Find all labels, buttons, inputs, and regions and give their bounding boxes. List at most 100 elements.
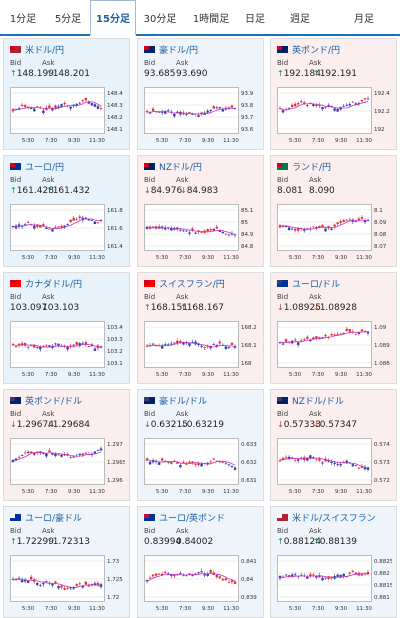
candle-body: [81, 100, 84, 102]
candlestick-chart[interactable]: 1.73 1.725 1.72 5:30 7:30 9:30 11:30: [10, 555, 125, 615]
rate-card[interactable]: NZドル/円 Bid Ask ↓84.976 ↓84.983 85.1 85 84.9 84.8…: [137, 155, 264, 267]
bid-price-value: 192.184: [283, 69, 321, 79]
rate-card[interactable]: 豪ドル/円 Bid Ask 93.685 93.690 93.9 93.8 93.7 93.6 5…: [137, 38, 264, 150]
candlestick-chart[interactable]: 161.8 161.6 161.4 5:30 7:30 9:30 11:30: [10, 204, 125, 264]
pair-name[interactable]: ランド/円: [292, 162, 332, 173]
candlestick-chart[interactable]: 0.633 0.632 0.631 5:30 7:30 9:30 11:30: [144, 438, 259, 498]
x-tick-label: 7:30: [312, 372, 325, 378]
pair-name[interactable]: 米ドル/円: [25, 45, 65, 56]
candle-body: [78, 102, 81, 104]
candle-body: [188, 461, 191, 464]
candle-body: [203, 573, 206, 576]
y-tick-label: 8.07: [374, 244, 387, 250]
rate-card[interactable]: 米ドル/スイスフラン Bid Ask ↑0.88124 ↑0.88139 0.8825 0.…: [270, 506, 397, 618]
candlestick-chart[interactable]: 148.4 148.3 148.2 148.1 5:30 7:30 9:30 11:30: [10, 87, 125, 147]
pair-name[interactable]: NZドル/円: [159, 162, 202, 173]
y-tick-label: 1.725: [107, 577, 123, 583]
bid-price: ↑161.428: [10, 186, 54, 196]
rate-card[interactable]: ランド/円 Bid Ask 8.081 8.090 8.1 8.09 8.08 8.07 5:30…: [270, 155, 397, 267]
candlestick-chart[interactable]: 85.1 85 84.9 84.8 5:30 7:30 9:30 11:30: [144, 204, 259, 264]
pair-name[interactable]: ユーロ/英ポンド: [159, 513, 226, 524]
ask-price: ↑168.167: [180, 303, 224, 313]
x-tick-label: 9:30: [335, 138, 348, 144]
candle-body: [11, 108, 15, 112]
tab-1[interactable]: 5分足: [54, 13, 82, 25]
candle-body: [151, 108, 155, 112]
rate-card[interactable]: 英ポンド/ドル Bid Ask ↓1.29674 ↓1.29684 1.297 1.2965…: [3, 389, 130, 501]
tab-5[interactable]: 日足: [245, 13, 265, 25]
rate-card[interactable]: ユーロ/円 Bid Ask ↑161.428 ↑161.432 161.8 161.6 161…: [3, 155, 130, 267]
moving-average-line: [13, 451, 102, 461]
ask-label: Ask: [309, 293, 322, 301]
candle-body: [164, 344, 167, 346]
arrow-up-icon: ↑: [180, 303, 187, 312]
pair-name[interactable]: ユーロ/豪ドル: [25, 513, 83, 524]
rate-card[interactable]: NZドル/ドル Bid Ask ↓0.57333 ↓0.57347 0.574 0.573 0…: [270, 389, 397, 501]
tab-6[interactable]: 週足: [290, 13, 310, 25]
rate-card[interactable]: ユーロ/ドル Bid Ask ↓1.08925 ↓1.08928 1.09 1.089 1.0…: [270, 272, 397, 384]
candle-body: [284, 457, 288, 459]
candle-body: [57, 586, 60, 589]
candlestick-chart[interactable]: 8.1 8.09 8.08 8.07 5:30 7:30 9:30 11:30: [277, 204, 392, 264]
pair-name[interactable]: ユーロ/ドル: [292, 279, 341, 290]
pair-name[interactable]: 米ドル/スイスフラン: [292, 513, 376, 524]
pair-name[interactable]: ユーロ/円: [25, 162, 65, 173]
candlestick-chart[interactable]: 1.297 1.2965 1.296 5:30 7:30 9:30 11:30: [10, 438, 125, 498]
candlestick-chart[interactable]: 0.841 0.84 0.839 5:30 7:30 9:30 11:30: [144, 555, 259, 615]
rate-card[interactable]: スイスフラン/円 Bid Ask ↑168.151 ↑168.167 168.2 168.1…: [137, 272, 264, 384]
candle-body: [99, 108, 103, 110]
card-title: ユーロ/ドル: [277, 276, 391, 290]
x-tick-label: 9:30: [68, 372, 81, 378]
tab-0[interactable]: 1分足: [9, 13, 37, 25]
candlestick-chart[interactable]: 192.4 192.2 192 5:30 7:30 9:30 11:30: [277, 87, 392, 147]
pair-name[interactable]: 豪ドル/円: [159, 45, 199, 56]
candle-body: [182, 341, 185, 345]
bid-price-value: 148.199: [16, 69, 54, 79]
flag-icon: [277, 162, 288, 170]
rate-card[interactable]: ユーロ/英ポンド Bid Ask 0.83994 0.84002 0.841 0.84 0.8…: [137, 506, 264, 618]
ask-label: Ask: [309, 527, 322, 535]
moving-average-line: [146, 341, 236, 348]
tab-7[interactable]: 月足: [354, 13, 374, 25]
candlestick-chart[interactable]: 168.2 168.1 168 5:30 7:30 9:30 11:30: [144, 321, 259, 381]
candle-body: [54, 454, 57, 456]
pair-name[interactable]: 英ポンド/ドル: [25, 396, 83, 407]
x-tick-label: 5:30: [22, 372, 35, 378]
card-title: 豪ドル/ドル: [144, 393, 258, 407]
pair-name[interactable]: スイスフラン/円: [159, 279, 225, 290]
candle-body: [63, 102, 66, 105]
ask-price-value: 0.84002: [176, 537, 214, 547]
candle-body: [69, 457, 72, 459]
rate-card[interactable]: 豪ドル/ドル Bid Ask ↓0.63215 ↓0.63219 0.633 0.632 0.…: [137, 389, 264, 501]
candle-body: [39, 225, 42, 228]
tab-4[interactable]: 1時間足: [192, 13, 230, 25]
card-title: 英ポンド/円: [277, 42, 391, 56]
candle-body: [278, 225, 282, 228]
candle-body: [57, 106, 60, 108]
candle-body: [93, 104, 97, 107]
candle-body: [227, 581, 231, 583]
candlestick-chart[interactable]: 93.9 93.8 93.7 93.6 5:30 7:30 9:30 11:30: [144, 87, 259, 147]
candlestick-chart[interactable]: 1.09 1.089 1.088 5:30 7:30 9:30 11:30: [277, 321, 392, 381]
rate-card[interactable]: 英ポンド/円 Bid Ask ↑192.184 ↑192.191 192.4 192.2 19…: [270, 38, 397, 150]
pair-name[interactable]: NZドル/ドル: [292, 396, 344, 407]
bid-price-value: 8.081: [277, 186, 303, 196]
rate-card[interactable]: カナダドル/円 Bid Ask 103.097 103.103 103.4 103.3 103…: [3, 272, 130, 384]
candlestick-chart[interactable]: 0.574 0.573 0.572 5:30 7:30 9:30 11:30: [277, 438, 392, 498]
candlestick-chart[interactable]: 0.8825 0.882 0.8815 0.881 5:30 7:30 9:30 11:30: [277, 555, 392, 615]
pair-name[interactable]: 英ポンド/円: [292, 45, 341, 56]
ask-label: Ask: [176, 410, 189, 418]
candle-body: [306, 576, 309, 579]
rate-card[interactable]: 米ドル/円 Bid Ask ↑148.199 ↑148.201 148.4 148.3 148…: [3, 38, 130, 150]
candlestick-chart[interactable]: 103.4 103.3 103.2 103.1 5:30 7:30 9:30 11:30: [10, 321, 125, 381]
bid-label: Bid: [144, 527, 156, 535]
pair-name[interactable]: 豪ドル/ドル: [159, 396, 208, 407]
rate-card[interactable]: ユーロ/豪ドル Bid Ask ↑1.72299 ↑1.72313 1.73 1.725 1.…: [3, 506, 130, 618]
tab-2[interactable]: 15分足: [90, 0, 136, 36]
bid-ask-labels: Bid Ask: [277, 410, 391, 419]
pair-name[interactable]: カナダドル/円: [25, 279, 83, 290]
y-tick-label: 0.882: [374, 571, 390, 577]
x-tick-label: 11:30: [223, 138, 239, 144]
candle-body: [179, 573, 182, 574]
tab-3[interactable]: 30分足: [143, 13, 177, 25]
